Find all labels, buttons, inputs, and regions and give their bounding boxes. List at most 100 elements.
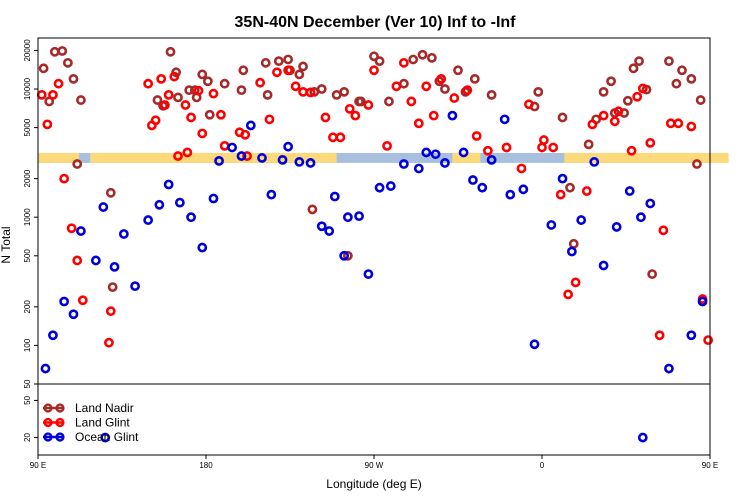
point-ocean-glint (374, 182, 385, 193)
point-land-glint (72, 255, 83, 266)
x-tick-label: 180 (199, 461, 213, 470)
point-land-glint (182, 147, 193, 158)
point-land-nadir (202, 76, 213, 87)
point-land-nadir (533, 86, 544, 97)
point-land-nadir (219, 78, 230, 89)
point-land-nadir (298, 61, 308, 72)
point-land-glint (421, 81, 432, 92)
point-ocean-glint (566, 246, 577, 257)
point-land-glint (598, 110, 609, 121)
point-land-glint (36, 89, 47, 100)
point-land-glint (654, 330, 665, 341)
point-land-nadir (384, 96, 394, 107)
main-panel: 50 100 200 500 1000 2000 5000 10000 20000 (23, 37, 729, 388)
point-land-nadir (356, 96, 366, 107)
legend-marker (55, 403, 65, 413)
point-ocean-glint (518, 184, 529, 195)
point-land-glint (363, 100, 374, 110)
point-ocean-glint (339, 250, 350, 261)
point-land-nadir (105, 187, 116, 198)
point-ocean-glint (214, 155, 224, 166)
legend-label: Ocean Glint (75, 430, 139, 444)
point-ocean-glint (447, 110, 458, 121)
point-ocean-glint (413, 163, 424, 174)
y-tick-label: 2000 (23, 169, 32, 187)
x-tick-label: 0 (540, 461, 545, 470)
point-ocean-glint (266, 189, 277, 200)
point-ocean-glint (529, 339, 540, 350)
x-tick-label: 90 E (30, 461, 46, 470)
point-land-nadir (634, 56, 644, 67)
point-ocean-glint (68, 309, 79, 320)
point-land-glint (320, 112, 331, 123)
lower-point-ocean-glint (100, 432, 111, 443)
point-ocean-glint (208, 193, 219, 204)
main-plot-frame (37, 37, 711, 385)
point-land-glint (173, 151, 183, 161)
y-lower-tick-label: 50 (23, 395, 32, 404)
point-land-nadir (671, 78, 682, 89)
legend-marker (43, 432, 53, 442)
point-land-nadir (557, 112, 568, 123)
point-ocean-glint (163, 179, 174, 190)
point-land-glint (104, 337, 114, 348)
point-ocean-glint (118, 229, 129, 239)
point-land-nadir (49, 46, 60, 57)
point-ocean-glint (440, 158, 450, 168)
point-land-glint (609, 116, 620, 127)
y-tick-label: 200 (23, 300, 32, 314)
chart-title: 35N-40N December (Ver 10) Inf to -Inf (235, 14, 517, 31)
point-land-glint (197, 128, 208, 139)
point-land-glint (570, 277, 581, 288)
y-tick-label: 20000 (23, 39, 32, 62)
point-land-nadir (152, 95, 163, 105)
point-land-nadir (692, 159, 702, 169)
point-ocean-glint (277, 154, 288, 165)
point-ocean-glint (686, 330, 697, 341)
point-land-nadir (72, 159, 83, 169)
point-land-nadir (283, 54, 294, 65)
point-ocean-glint (636, 212, 646, 223)
legend-label: Land Nadir (75, 401, 134, 415)
point-ocean-glint (143, 215, 154, 225)
legend-entry: Land Glint (43, 416, 130, 430)
point-land-nadir (262, 89, 273, 100)
point-land-nadir (565, 182, 575, 193)
point-land-glint (516, 163, 527, 174)
point-land-glint (555, 189, 566, 200)
point-ocean-glint (227, 142, 238, 153)
point-land-nadir (76, 95, 86, 105)
point-land-nadir (628, 63, 639, 74)
legend-entry: Land Nadir (43, 401, 134, 415)
point-land-nadir (294, 69, 305, 80)
point-ocean-glint (546, 220, 557, 230)
point-land-glint (150, 115, 161, 126)
x-axis: 90 E 180 90 W 0 90 E (30, 455, 718, 470)
y-tick-label: 500 (23, 249, 32, 263)
lower-points (100, 432, 648, 443)
x-tick-label: 90 W (365, 461, 384, 470)
point-ocean-glint (499, 114, 510, 125)
point-ocean-glint (477, 182, 488, 193)
point-ocean-glint (109, 261, 120, 272)
point-ocean-glint (354, 211, 364, 222)
point-land-nadir (583, 139, 594, 150)
y-tick-label: 100 (23, 338, 32, 352)
y-tick-label: 5000 (23, 118, 32, 136)
legend-entry: Ocean Glint (43, 430, 139, 444)
point-ocean-glint (174, 197, 185, 208)
point-land-glint (59, 173, 70, 184)
point-land-glint (290, 81, 301, 92)
point-land-glint (328, 132, 338, 143)
point-ocean-glint (324, 226, 335, 236)
point-land-nadir (57, 46, 68, 56)
point-land-nadir (598, 86, 609, 97)
y-axis-main: 50 100 200 500 1000 2000 5000 10000 20000 (23, 39, 38, 388)
point-land-glint (163, 89, 174, 100)
point-ocean-glint (186, 212, 196, 223)
point-land-glint (180, 100, 191, 110)
point-land-glint (240, 129, 251, 140)
point-ocean-glint (305, 158, 316, 168)
point-land-nadir (398, 78, 409, 89)
